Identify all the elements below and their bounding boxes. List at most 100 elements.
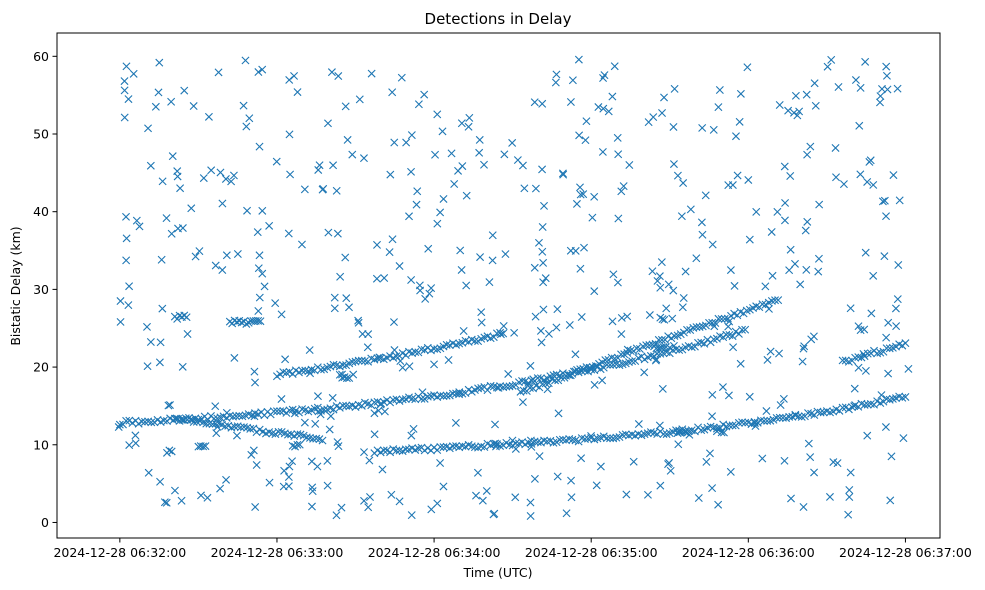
data-point — [580, 243, 589, 252]
data-point — [854, 363, 863, 372]
data-point — [182, 313, 191, 322]
data-point — [751, 422, 760, 431]
data-point — [801, 226, 810, 235]
data-point — [243, 206, 252, 215]
data-point — [205, 419, 214, 428]
data-point — [586, 363, 595, 372]
data-point — [728, 332, 737, 341]
data-point — [438, 127, 447, 136]
data-point — [708, 390, 717, 399]
data-point — [806, 142, 815, 151]
data-point — [652, 355, 661, 364]
data-point — [720, 314, 729, 323]
data-point — [140, 417, 149, 426]
data-point — [474, 384, 483, 393]
data-point — [540, 436, 549, 445]
data-point — [505, 440, 514, 449]
data-point — [388, 88, 397, 97]
data-point — [230, 353, 239, 362]
data-point — [167, 447, 176, 456]
data-point — [601, 356, 610, 365]
data-point — [592, 481, 601, 490]
y-tick-label: 60 — [33, 49, 49, 64]
data-point — [265, 221, 274, 230]
data-point — [876, 348, 885, 357]
data-point — [549, 438, 558, 447]
data-point — [743, 63, 752, 72]
data-point — [901, 339, 910, 348]
data-point — [222, 475, 231, 484]
data-point — [689, 323, 698, 332]
data-point — [600, 71, 609, 80]
data-point — [854, 353, 863, 362]
data-point — [610, 62, 619, 71]
data-point — [767, 227, 776, 236]
x-tick-label: 2024-12-28 06:37:00 — [839, 545, 972, 560]
data-point — [323, 481, 332, 490]
data-point — [802, 265, 811, 274]
data-point — [427, 284, 436, 293]
data-point — [665, 343, 674, 352]
data-point — [312, 434, 321, 443]
data-point — [199, 442, 208, 451]
data-point — [660, 93, 669, 102]
data-point — [698, 123, 707, 132]
data-point — [146, 338, 155, 346]
data-point — [284, 482, 293, 491]
data-point — [277, 310, 286, 319]
data-point — [685, 430, 694, 439]
data-point — [413, 187, 422, 196]
data-point — [780, 216, 789, 225]
y-tick-label: 40 — [33, 204, 49, 219]
data-point — [797, 412, 806, 421]
data-point — [554, 409, 563, 418]
data-point — [590, 287, 599, 296]
data-point — [697, 426, 706, 435]
data-point — [327, 68, 336, 77]
data-point — [176, 184, 185, 193]
data-point — [752, 207, 761, 216]
data-point — [884, 369, 893, 378]
data-point — [880, 252, 889, 261]
data-point — [598, 147, 607, 156]
data-point — [590, 192, 599, 201]
data-point — [315, 161, 324, 170]
data-point — [705, 318, 714, 327]
data-point — [634, 420, 643, 429]
data-point — [776, 401, 785, 410]
data-point — [237, 318, 246, 327]
data-point — [143, 362, 152, 371]
data-point — [568, 435, 577, 444]
data-point — [861, 57, 870, 66]
data-point — [846, 304, 855, 313]
data-point — [465, 113, 474, 122]
data-point — [854, 322, 863, 331]
data-point — [485, 278, 494, 287]
data-point — [715, 425, 724, 434]
data-point — [316, 365, 325, 374]
data-point — [523, 381, 532, 390]
data-point — [378, 465, 387, 474]
data-point — [706, 422, 715, 431]
data-point — [370, 409, 379, 418]
data-point — [332, 511, 341, 520]
data-point — [708, 240, 717, 249]
data-point — [690, 427, 699, 436]
data-point — [228, 412, 237, 421]
data-point — [242, 122, 251, 131]
data-point — [538, 99, 547, 108]
data-point — [254, 307, 263, 316]
data-point — [891, 304, 900, 313]
data-point — [559, 170, 568, 179]
data-point — [860, 400, 869, 409]
data-point — [326, 412, 335, 421]
data-point — [844, 510, 853, 519]
data-point — [360, 496, 369, 505]
data-point — [678, 303, 687, 312]
data-point — [673, 171, 682, 180]
data-point — [389, 395, 398, 404]
data-point — [745, 235, 754, 244]
data-point — [715, 85, 724, 94]
data-point — [576, 190, 585, 199]
data-point — [272, 157, 281, 166]
